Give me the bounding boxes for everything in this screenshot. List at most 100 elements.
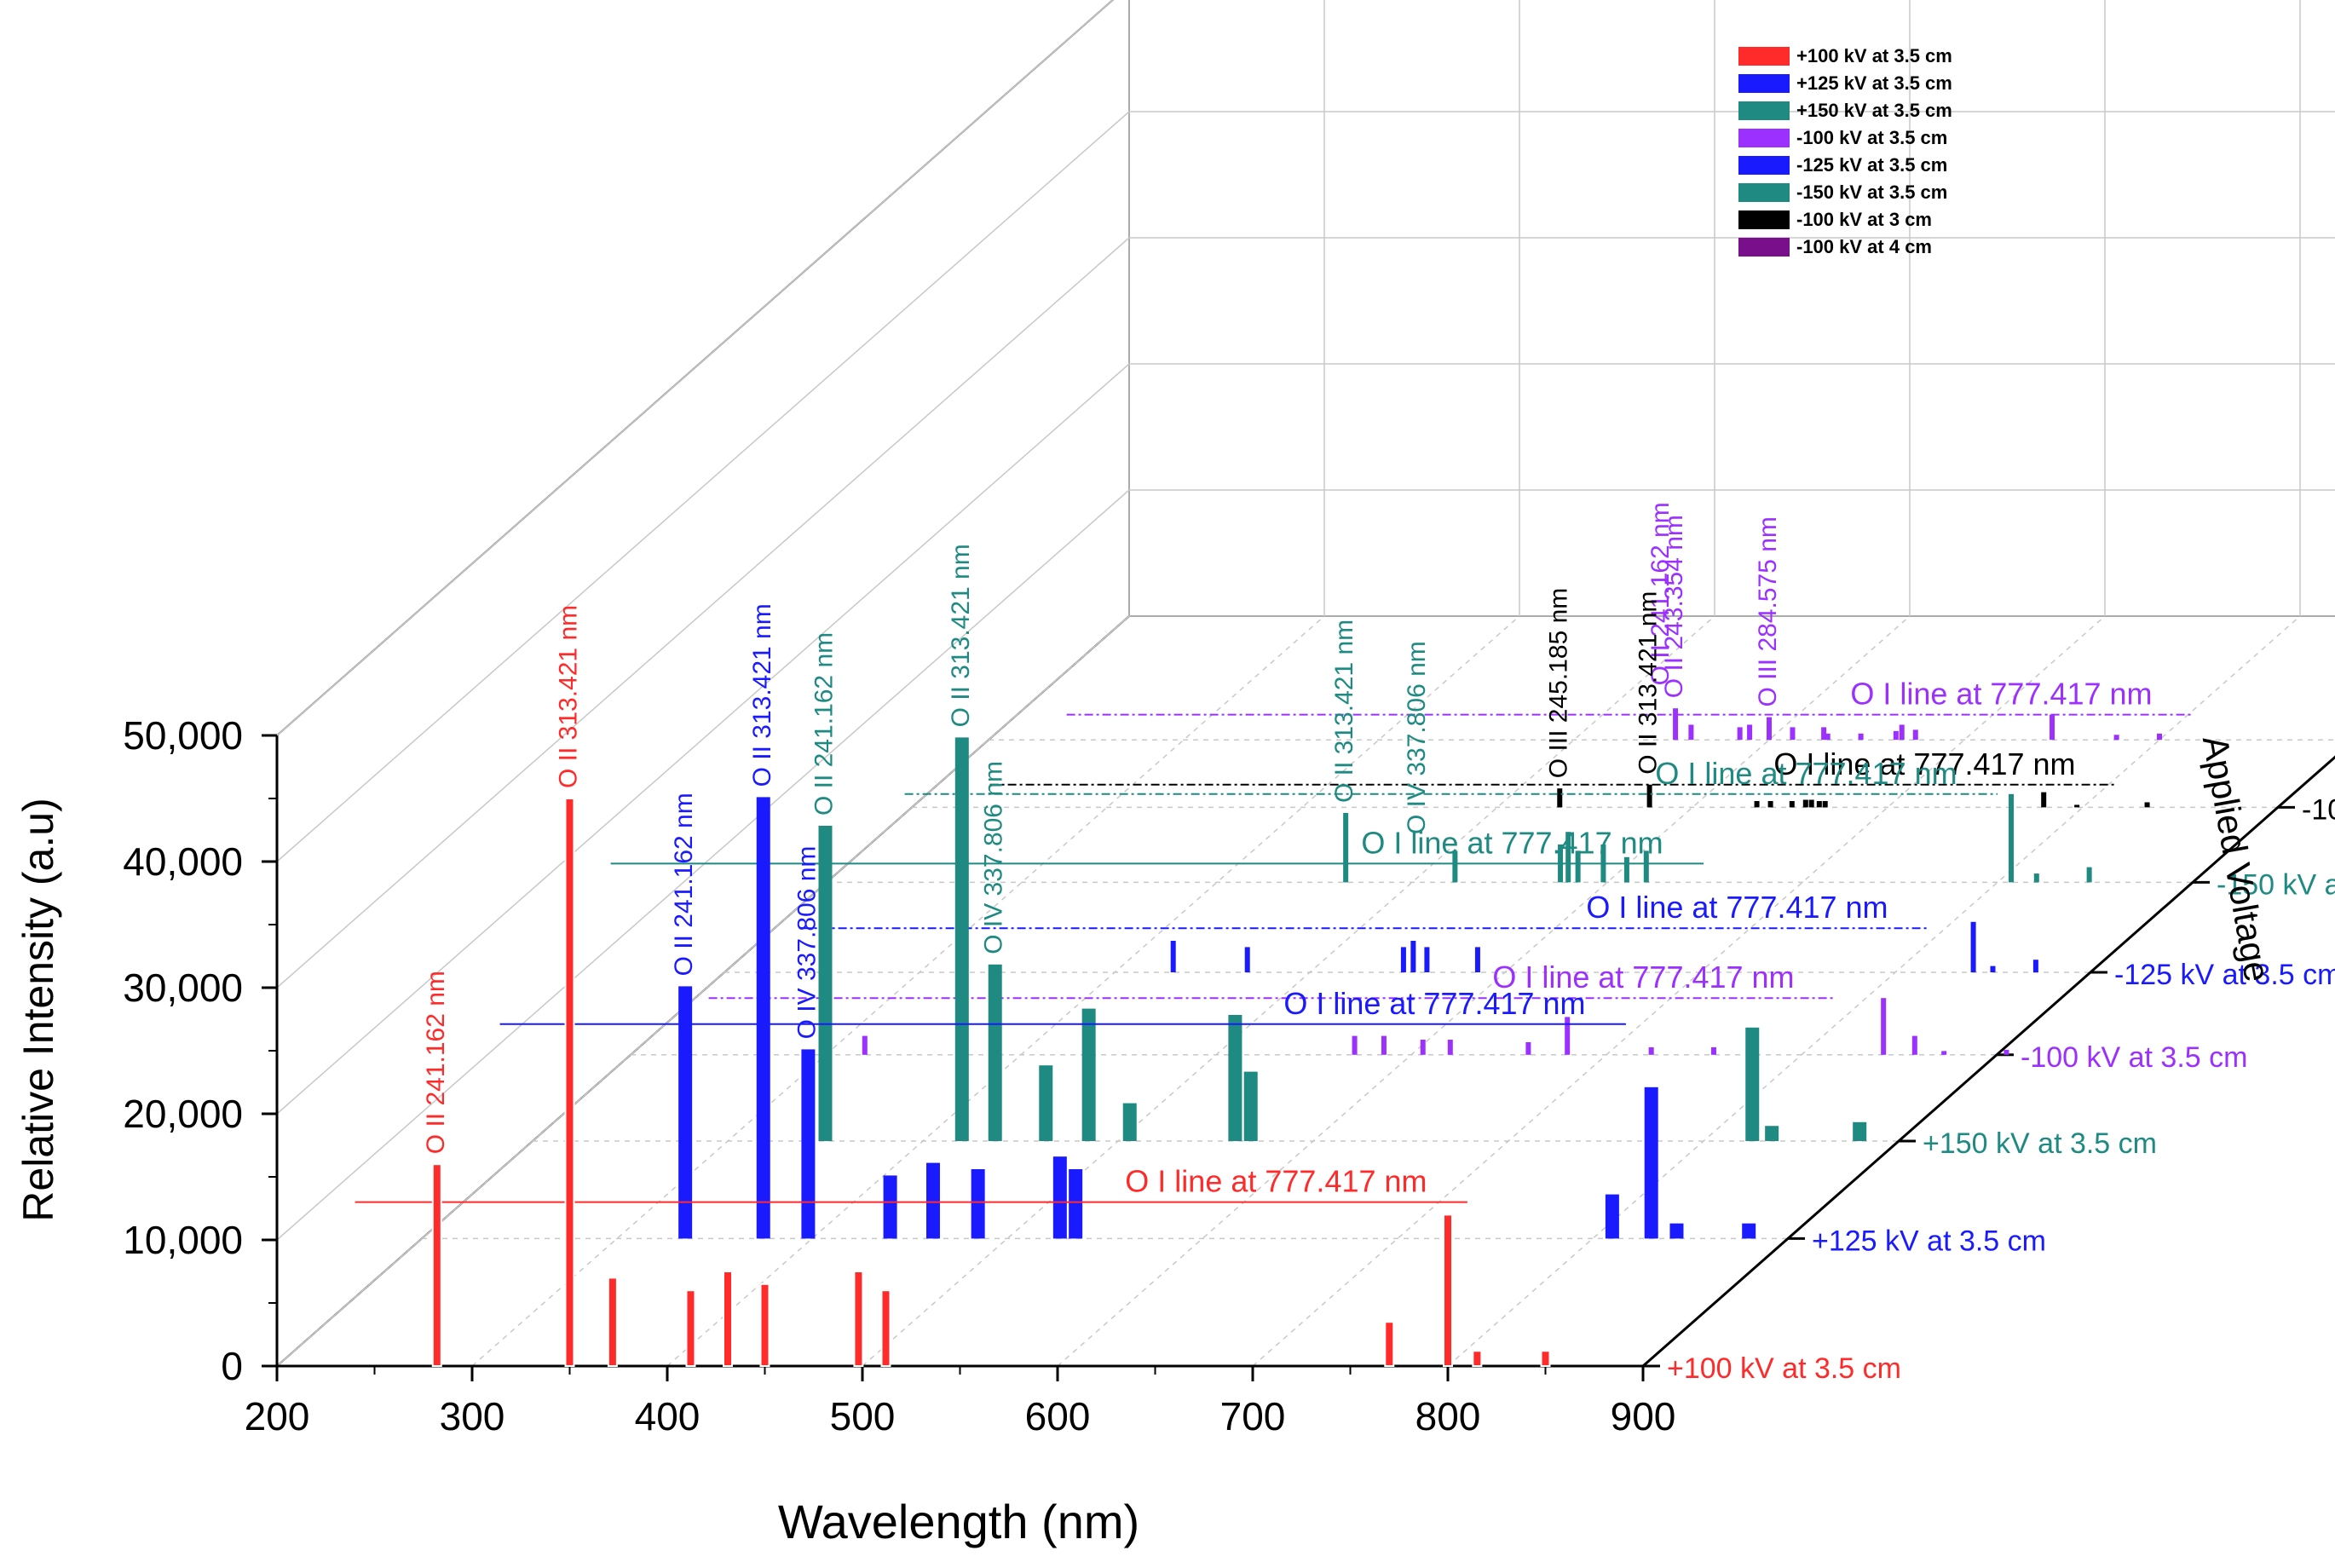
spectral-bar (1069, 1169, 1083, 1239)
spectral-bar (1420, 1040, 1426, 1055)
series-6: O I line at 777.417 nm O III 245.185 nm O … (989, 588, 2150, 808)
spectral-bar (2003, 1049, 2009, 1055)
spectral-bar (1565, 1017, 1571, 1055)
x-tick-label: 800 (1415, 1394, 1481, 1438)
spectral-bar (1816, 801, 1822, 808)
spectral-bar (607, 1277, 618, 1368)
depth-tick-label: +150 kV at 3.5 cm (1923, 1127, 2157, 1160)
spectral-bar (1912, 729, 1918, 741)
axes-layer: 200 300 400 500 600 700 800 900 0 10,000 20,000 30,… (123, 713, 2335, 1438)
spectral-bar (1754, 801, 1760, 808)
legend-label: +100 kV at 3.5 cm (1796, 45, 1952, 66)
spectral-bar (1673, 708, 1679, 741)
legend-label: -100 kV at 4 cm (1796, 236, 1932, 257)
spectral-bar (1400, 947, 1406, 972)
spectral-bar (1911, 1035, 1917, 1055)
spectral-bar (2086, 867, 2092, 883)
spectral-bar (1525, 1042, 1531, 1055)
peak-annotation: O III 245.185 nm (1544, 588, 1572, 778)
series-5: O I line at 777.417 nmO II 313.421 nm O I… (904, 620, 2092, 883)
spectral-bar (1122, 1103, 1137, 1141)
spectral-bar (1742, 1223, 1756, 1239)
depth-tick-label: +100 kV at 3.5 cm (1667, 1352, 1901, 1385)
spectral-bar (1565, 832, 1571, 883)
spectral-bar (1052, 1156, 1067, 1239)
legend-swatch (1738, 47, 1790, 66)
peak-annotation: O IV 337.806 nm (793, 846, 821, 1040)
legend: +100 kV at 3.5 cm +125 kV at 3.5 cm +150 k… (1738, 45, 1952, 257)
spectral-bar (1474, 947, 1480, 972)
peak-annotation: O II 313.421 nm (748, 603, 776, 787)
spectral-bar (1410, 941, 1416, 972)
peak-annotation: O II 243.354 nm (1660, 515, 1688, 698)
spectral-bar (1853, 1121, 1867, 1141)
depth-tick-label: -100 kV at 3 cm (2302, 793, 2335, 826)
depth-axis-line (1642, 755, 2335, 1368)
peak-annotation: O II 313.421 nm (1330, 620, 1358, 803)
peak-annotation: O II 241.162 nm (670, 793, 698, 976)
legend-swatch (1738, 156, 1790, 175)
spectral-bar (1765, 1126, 1779, 1141)
wall-grid-line (276, 489, 1130, 1241)
reference-line-label: O I line at 777.417 nm (1125, 1164, 1427, 1199)
spectral-bar (431, 1163, 442, 1367)
spectral-bar (1767, 717, 1772, 741)
spectral-bar (1858, 733, 1864, 741)
spectral-bar (1646, 784, 1652, 808)
spectral-bar (1825, 733, 1831, 741)
spectral-bar (1443, 1213, 1453, 1368)
spectral-bar (1243, 1071, 1258, 1141)
series-7: O I line at 777.417 nmO II 241.162 nmO I… (1066, 502, 2193, 741)
spectral-bar (883, 1175, 897, 1239)
legend-label: -100 kV at 3.5 cm (1796, 127, 1947, 148)
legend-swatch (1738, 101, 1790, 120)
spectral-bar (2033, 873, 2039, 883)
spectral-bar (1039, 1065, 1053, 1141)
spectral-bar (1737, 727, 1743, 741)
spectral-bar (2144, 802, 2150, 808)
y-tick-label: 10,000 (123, 1218, 243, 1262)
x-tick-label: 300 (440, 1394, 505, 1438)
x-tick-label: 700 (1220, 1394, 1286, 1438)
spectral-bar (759, 1283, 770, 1368)
back-wall (1128, 0, 2335, 617)
peak-annotation: O III 284.575 nm (1754, 516, 1782, 706)
spectral-bar (1747, 724, 1753, 741)
x-tick-label: 500 (830, 1394, 896, 1438)
spectral-bar (678, 986, 693, 1239)
series-1: O I line at 777.417 nm O II 241.162 nm O I… (499, 603, 1756, 1239)
y-tick-label: 0 (221, 1344, 243, 1388)
y-tick-label: 50,000 (123, 713, 243, 758)
spectral-bar (1447, 1040, 1453, 1055)
depth-tick-label: +125 kV at 3.5 cm (1812, 1225, 2046, 1257)
reference-line-label: O I line at 777.417 nm (1361, 825, 1663, 860)
spectral-bar (1623, 856, 1629, 883)
spectral-bar (1384, 1321, 1395, 1367)
spectral-bar (1970, 921, 1976, 972)
series-0: O I line at 777.417 nm O II 241.162 nm O I… (355, 605, 1551, 1368)
spectral-bar (1643, 850, 1649, 883)
wall-grid-line (276, 111, 1130, 862)
spectral-bar (1244, 947, 1250, 972)
depth-tick-label: -100 kV at 3.5 cm (2021, 1041, 2247, 1074)
spectral-bar (1990, 966, 1996, 972)
wall-grid-line (276, 363, 1130, 1115)
spectral-bar (1557, 788, 1563, 808)
spectral-bar (1424, 947, 1430, 972)
spectral-bar (1352, 1035, 1358, 1055)
spectral-bar (1081, 1008, 1096, 1141)
spectral-bar (1669, 1223, 1684, 1239)
reference-line-label: O I line at 777.417 nm (1283, 986, 1585, 1021)
spectral-bar (2157, 733, 2162, 741)
spectral-bar (2009, 793, 2015, 883)
spectral-bar (1899, 724, 1905, 741)
series-4: O I line at 777.417 nm (802, 890, 2038, 972)
spectral-bar (722, 1271, 733, 1367)
spectral-bar (1767, 801, 1773, 808)
z-axis-title: Applied Voltage (2195, 733, 2278, 985)
spectral-bar (1688, 724, 1694, 741)
spectral-bar (1789, 801, 1795, 808)
spectral-bar (988, 964, 1002, 1141)
spectral-bar (880, 1289, 891, 1367)
spectral-bar (1540, 1350, 1551, 1367)
